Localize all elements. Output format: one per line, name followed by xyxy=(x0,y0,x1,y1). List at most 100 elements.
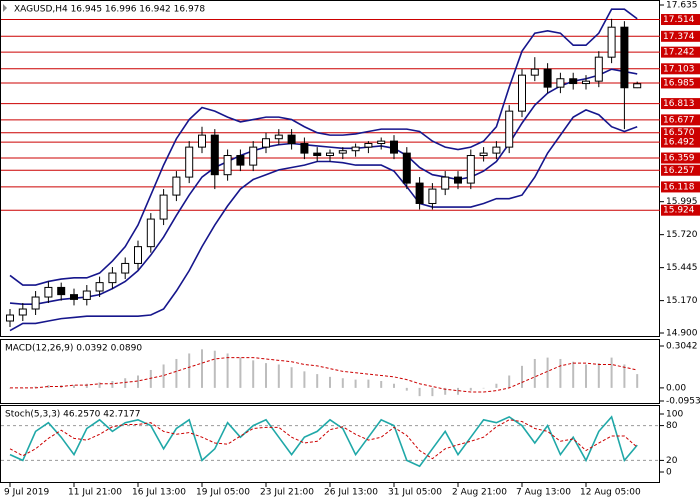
candle-body xyxy=(274,134,283,140)
macd-panel xyxy=(0,339,660,404)
candle-body xyxy=(134,246,142,264)
candle-body xyxy=(31,296,40,310)
level-label-box xyxy=(661,77,700,89)
y-tick-label: 80 xyxy=(666,421,678,431)
level-label: 16.677 xyxy=(663,115,695,125)
macd-bar xyxy=(47,385,50,388)
macd-bar xyxy=(85,383,88,388)
level-label: 17.103 xyxy=(663,64,695,74)
macd-bar xyxy=(290,367,293,388)
chart-title: XAGUSD,H4 16.945 16.996 16.942 16.978 xyxy=(14,5,205,15)
macd-bar xyxy=(457,387,459,395)
candle-body xyxy=(223,155,232,176)
candle-body xyxy=(556,78,565,88)
candle-body xyxy=(479,152,488,157)
y-tick-label: 15.995 xyxy=(666,197,698,207)
macd-bar xyxy=(597,363,600,388)
level-label: 16.492 xyxy=(663,138,695,148)
y-tick-label: 20 xyxy=(666,456,678,466)
candle-body xyxy=(146,218,155,248)
macd-bar xyxy=(201,349,203,388)
candle-body xyxy=(351,146,360,152)
macd-bar xyxy=(469,387,472,391)
candle-body xyxy=(633,83,642,89)
level-label-box xyxy=(661,14,700,26)
y-tick-label: 0 xyxy=(666,468,672,478)
candle-body xyxy=(466,155,475,184)
candle-body xyxy=(338,150,347,154)
stoch-line xyxy=(9,419,638,460)
candle-body xyxy=(441,176,450,190)
y-tick-label: 15.170 xyxy=(666,296,698,306)
macd-bar xyxy=(521,365,523,388)
macd-bar xyxy=(34,386,37,388)
candle-body xyxy=(159,194,168,220)
level-label: 16.570 xyxy=(663,128,695,138)
macd-bar xyxy=(418,387,421,397)
level-label: 16.118 xyxy=(663,182,695,192)
macd-bar xyxy=(213,350,216,388)
candle-body xyxy=(543,68,552,88)
main-panel xyxy=(0,0,660,337)
candle-body xyxy=(121,262,130,274)
macd-bar xyxy=(73,385,75,388)
x-tick-label: 7 Aug 13:00 xyxy=(516,488,571,498)
macd-bar xyxy=(162,364,165,388)
macd-bar xyxy=(124,378,127,388)
macd-bar xyxy=(226,353,229,388)
macd-bar xyxy=(137,375,139,388)
macd-bar xyxy=(303,371,306,388)
level-label-box xyxy=(661,181,700,193)
level-label-box xyxy=(661,127,700,139)
macd-title: MACD(12,26,9) 0.0392 0.0890 xyxy=(5,344,142,354)
x-tick-label: 11 Jul 21:00 xyxy=(68,488,122,498)
candle-body xyxy=(364,143,373,148)
menu-icon xyxy=(3,4,7,12)
y-tick-label: -0.0953 xyxy=(666,397,700,407)
candle-body xyxy=(210,134,219,176)
candle-body xyxy=(236,155,245,166)
macd-bar xyxy=(98,382,101,388)
candle-body xyxy=(6,314,14,322)
y-tick-label: 0.00 xyxy=(666,383,686,393)
candle-body xyxy=(57,286,66,296)
stoch-panel xyxy=(0,405,660,483)
bollinger-band xyxy=(9,68,638,306)
candle-body xyxy=(569,78,578,85)
candle-body xyxy=(390,140,398,154)
x-tick-label: 19 Jul 05:00 xyxy=(196,488,250,498)
level-label: 17.242 xyxy=(663,48,695,58)
level-label-box xyxy=(661,152,700,164)
candle-body xyxy=(518,74,526,112)
level-label-box xyxy=(661,204,700,216)
macd-bar xyxy=(380,380,383,388)
macd-bar xyxy=(393,383,395,388)
macd-bar xyxy=(559,358,562,388)
macd-bar xyxy=(265,363,267,388)
macd-bar xyxy=(354,379,357,388)
macd-bar xyxy=(239,357,242,388)
candle-body xyxy=(300,143,309,154)
macd-bar xyxy=(546,357,549,388)
macd-bar xyxy=(533,358,536,388)
macd-bar xyxy=(585,364,587,388)
macd-bar xyxy=(367,379,370,388)
candle-body xyxy=(594,56,603,82)
macd-bar xyxy=(111,380,114,388)
x-tick-label: 2 Aug 21:00 xyxy=(452,488,507,498)
x-tick-label: 12 Aug 05:00 xyxy=(580,488,641,498)
candle-body xyxy=(607,26,616,58)
candle-body xyxy=(70,294,78,300)
x-tick-label: 26 Jul 13:00 xyxy=(324,488,378,498)
macd-bar xyxy=(149,369,152,388)
x-tick-label: 23 Jul 21:00 xyxy=(260,488,314,498)
level-label: 16.813 xyxy=(663,99,695,109)
x-tick-label: 9 Jul 2019 xyxy=(4,488,49,498)
candle-body xyxy=(326,152,334,157)
y-tick-label: 17.635 xyxy=(666,1,698,11)
candle-body xyxy=(82,290,91,300)
bollinger-band xyxy=(9,8,638,286)
macd-bar xyxy=(431,387,434,397)
candle-body xyxy=(313,152,322,157)
